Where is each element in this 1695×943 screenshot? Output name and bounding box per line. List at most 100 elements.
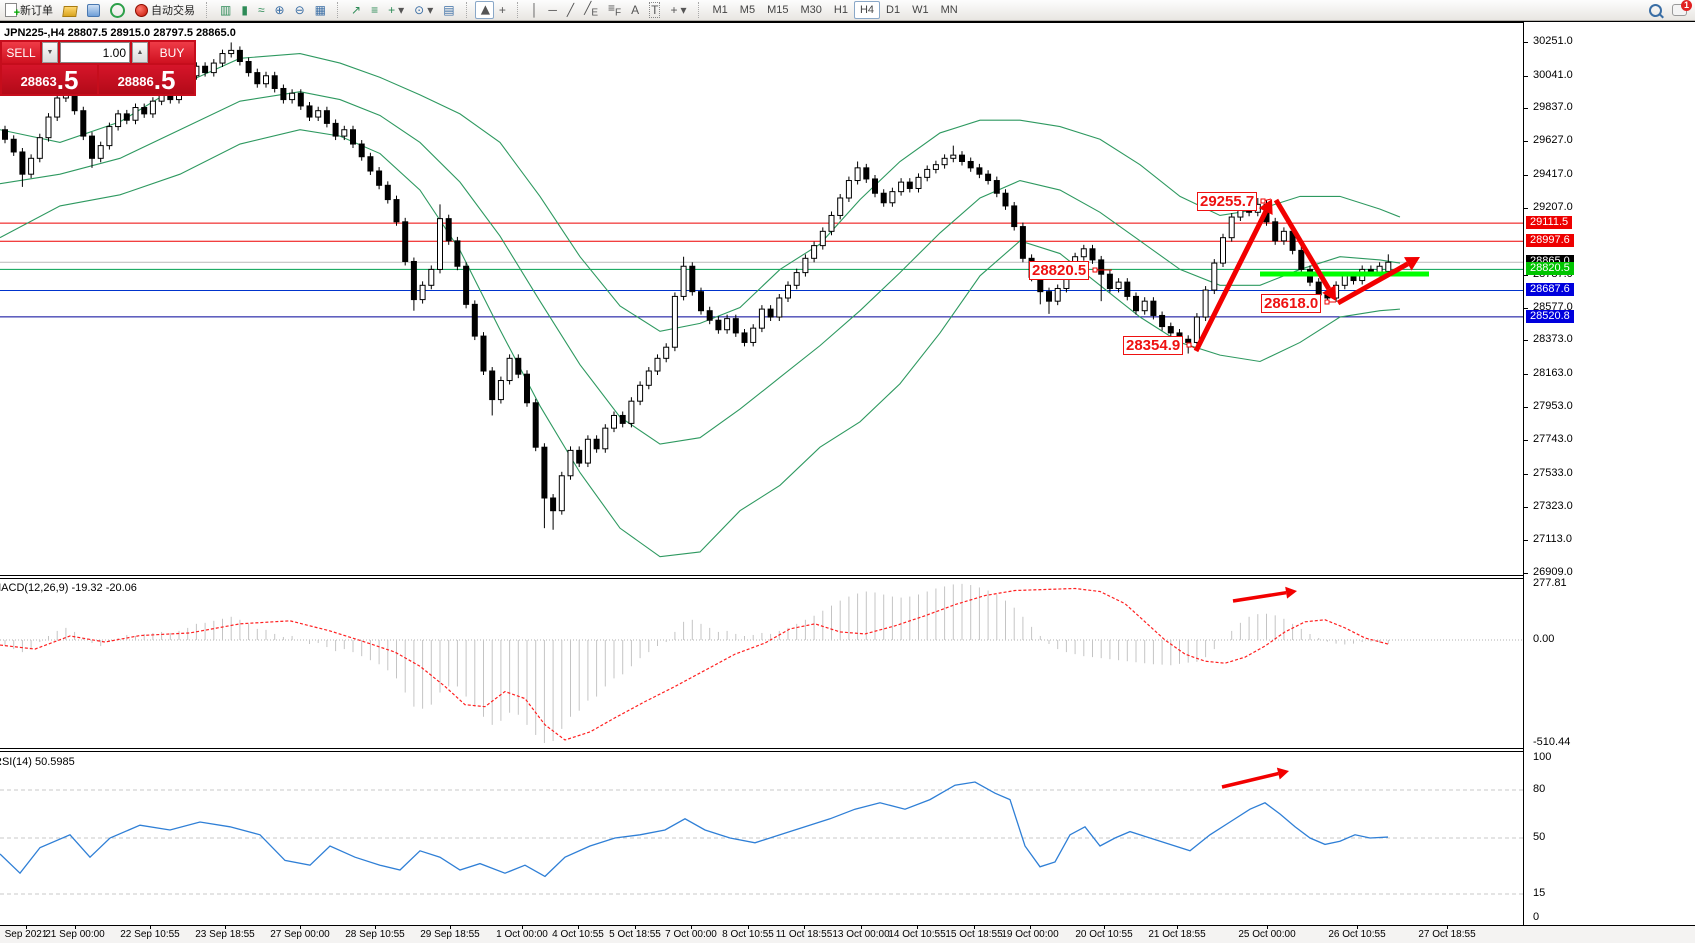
volume-up-button[interactable]: ▲ [132, 42, 148, 63]
template-button[interactable]: ▤ [438, 1, 459, 19]
new-order-button[interactable]: 新订单 [0, 1, 58, 20]
zoom-out-button[interactable]: ⊖ [290, 1, 310, 19]
tf-D1[interactable]: D1 [880, 1, 906, 19]
autotrading-button[interactable]: 自动交易 [130, 1, 200, 19]
main-chart-canvas[interactable] [0, 22, 1523, 575]
label-tool-icon: T [649, 2, 661, 18]
price-tick-label: 30041.0 [1533, 68, 1573, 81]
sell-price-small: 28863 [20, 74, 57, 89]
chat-icon[interactable]: 1 [1672, 0, 1692, 16]
tf-M30[interactable]: M30 [794, 1, 827, 19]
panel-separator[interactable] [0, 575, 1695, 579]
axis-tick [1524, 572, 1528, 574]
trendline-tool-button[interactable]: ╱ [562, 1, 579, 19]
rsi-scale-label: 100 [1533, 751, 1552, 763]
time-tick-label: 25 Oct 00:00 [1238, 929, 1296, 940]
tf-W1[interactable]: W1 [906, 1, 935, 19]
window-frame-line [0, 21, 1695, 23]
candlestick-chart-button[interactable]: ▮ [236, 1, 253, 19]
price-tick-label: 29837.0 [1533, 101, 1573, 113]
time-tick [691, 926, 692, 929]
tf-H1[interactable]: H1 [828, 1, 854, 19]
auto-scroll-button[interactable]: ↗ [346, 1, 366, 19]
cursor-button[interactable]: ▶ [474, 1, 494, 19]
volume-input[interactable] [61, 43, 129, 62]
price-tick-label: 30251.0 [1533, 35, 1573, 48]
rsi-canvas[interactable] [0, 752, 1523, 925]
add-indicator-button[interactable]: + ▾ [383, 1, 409, 19]
template-icon: ▤ [443, 3, 455, 17]
time-tick-label: 29 Sep 18:55 [420, 929, 480, 940]
price-tick-label: 27953.0 [1533, 400, 1573, 413]
line-chart-button[interactable]: ≈ [253, 1, 270, 19]
signals-button[interactable] [105, 1, 130, 19]
text-tool-button[interactable]: A [626, 1, 644, 19]
time-tick-label: 28 Sep 10:55 [345, 929, 405, 940]
buy-price[interactable]: 28886 .5 [99, 65, 194, 94]
shapes-tool-button[interactable]: + ▾ [665, 1, 691, 19]
channel-tool-button[interactable]: ╱E [579, 1, 603, 19]
time-tick [804, 926, 805, 929]
time-tick-label: 5 Oct 18:55 [609, 929, 661, 940]
sell-price[interactable]: 28863 .5 [2, 65, 97, 94]
price-annotation: 28618.0 [1261, 294, 1322, 313]
hline-tool-button[interactable]: ─ [543, 1, 562, 19]
rsi-scale-label: 0 [1533, 911, 1540, 923]
time-tick-label: 13 Oct 00:00 [832, 929, 890, 940]
time-axis[interactable]: Sep 2021 21 Sep 00:00 22 Sep 10:55 23 Sep 1… [0, 925, 1695, 943]
price-level-badge: 28687.6 [1526, 283, 1574, 297]
label-tool-button[interactable]: T [644, 1, 665, 19]
tf-M15[interactable]: M15 [761, 1, 794, 19]
sell-button[interactable]: SELL [2, 42, 40, 63]
price-tick-label: 26909.0 [1533, 565, 1573, 578]
buy-button[interactable]: BUY [150, 42, 194, 63]
fibonacci-tool-button[interactable]: ≡F [603, 1, 626, 19]
text-tool-icon: A [631, 3, 640, 17]
vline-tool-button[interactable]: │ [526, 1, 544, 19]
price-axis[interactable]: 30251.0 30041.0 29837.0 29627.0 29417.0 29207… [1523, 22, 1695, 925]
time-tick [1104, 926, 1105, 929]
axis-tick [1524, 507, 1528, 509]
time-tick [917, 926, 918, 929]
tf-H4[interactable]: H4 [853, 1, 881, 19]
cursor-icon: ▶ [477, 5, 492, 15]
buy-price-big: .5 [153, 65, 176, 95]
bar-chart-button[interactable]: ▥ [215, 1, 236, 19]
crosshair-button[interactable]: + [494, 1, 511, 19]
tf-M5[interactable]: M5 [734, 1, 761, 19]
tf-MN[interactable]: MN [935, 1, 964, 19]
toolbar-separator [465, 2, 472, 18]
tile-windows-button[interactable]: ▦ [310, 1, 331, 19]
market-watch-button[interactable] [82, 1, 105, 19]
search-icon[interactable] [1649, 3, 1662, 17]
buy-price-small: 28886 [117, 74, 154, 89]
tf-M1[interactable]: M1 [707, 1, 734, 19]
time-tick-label: 27 Oct 18:55 [1418, 929, 1476, 940]
trendline-icon: ╱ [566, 3, 575, 17]
period-button[interactable]: ⊙ ▾ [409, 1, 438, 19]
panel-separator[interactable] [0, 748, 1695, 752]
macd-canvas[interactable] [0, 579, 1523, 748]
time-tick [150, 926, 151, 929]
axis-tick [1524, 440, 1528, 442]
chart-shift-button[interactable]: ≡ [366, 1, 383, 19]
time-tick [450, 926, 451, 929]
history-center-button[interactable] [58, 1, 82, 19]
price-tick-label: 29417.0 [1533, 167, 1573, 180]
toolbar: 新订单 自动交易 ▥ ▮ ≈ ⊕ ⊖ ▦ ↗ ≡ +▾ ⊙▾ ▤ [0, 0, 1695, 21]
time-tick [26, 926, 27, 929]
volume-down-button[interactable]: ▼ [42, 42, 58, 63]
add-indicator-icon: + [388, 3, 396, 17]
axis-tick [1524, 174, 1528, 176]
zoom-in-button[interactable]: ⊕ [270, 1, 290, 19]
time-tick [375, 926, 376, 929]
vline-icon: │ [530, 3, 539, 17]
time-tick [1447, 926, 1448, 929]
axis-tick [1524, 340, 1528, 342]
chart-shift-icon: ≡ [371, 3, 379, 17]
macd-scale-label: -510.44 [1533, 736, 1571, 749]
line-chart-icon: ≈ [257, 3, 265, 17]
price-level-badge: 28997.6 [1526, 234, 1574, 248]
one-click-trading-panel: SELL ▼ ▲ BUY 28863 .5 28886 .5 [0, 40, 196, 96]
time-tick-label: 20 Oct 10:55 [1075, 929, 1133, 940]
